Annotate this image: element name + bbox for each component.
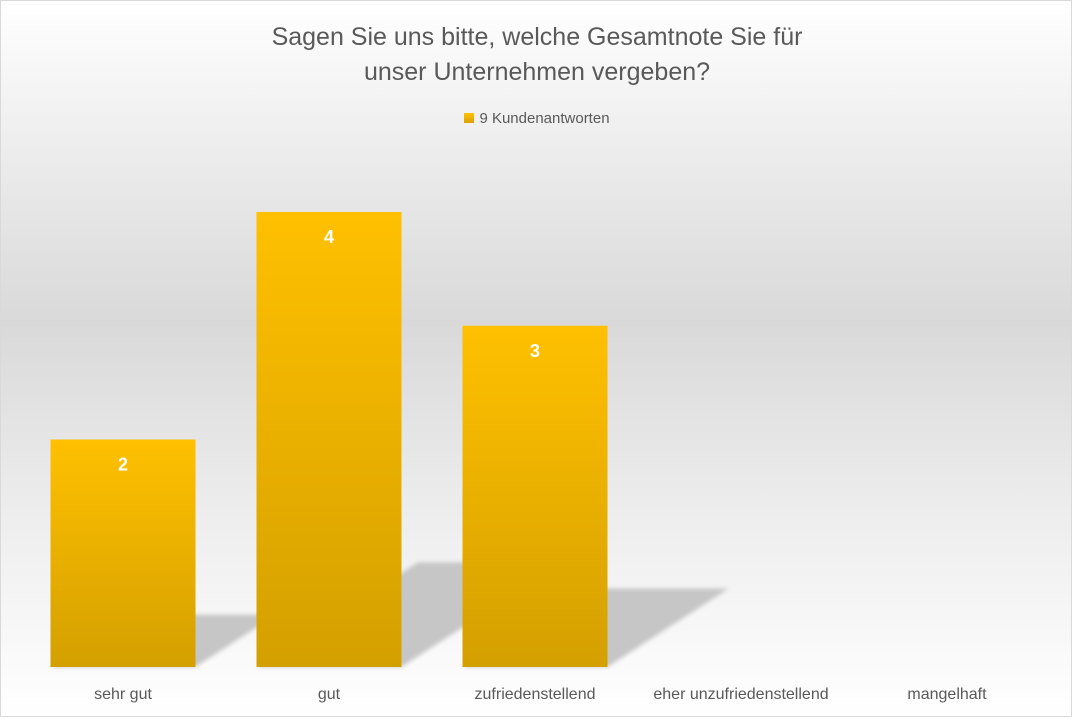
data-label: 4	[324, 227, 334, 247]
bar-sehr-gut	[50, 439, 196, 667]
chart-title-line-1: Sagen Sie uns bitte, welche Gesamtnote S…	[271, 23, 803, 51]
x-tick-label: gut	[318, 686, 341, 703]
legend-swatch	[464, 113, 475, 123]
legend: 9 Kundenantworten	[1, 110, 1072, 127]
bar-gut	[256, 212, 402, 667]
x-tick-label: eher unzufriedenstellend	[653, 686, 828, 703]
x-tick-label: mangelhaft	[907, 686, 987, 703]
bar-zufriedenstellend	[462, 325, 608, 667]
chart-title-line-2: unser Unternehmen vergeben?	[363, 58, 711, 86]
legend-label: 9 Kundenantworten	[479, 110, 610, 127]
x-tick-label: sehr gut	[94, 686, 152, 703]
data-label: 3	[530, 341, 540, 361]
data-label: 2	[118, 455, 128, 475]
x-tick-label: zufriedenstellend	[475, 686, 596, 703]
